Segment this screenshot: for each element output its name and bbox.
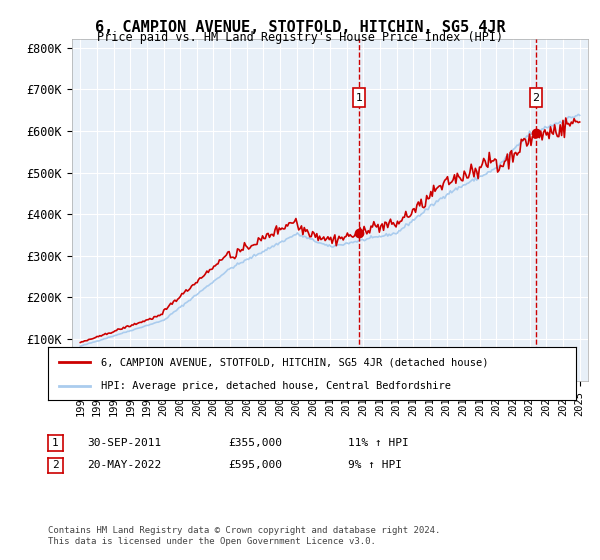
Text: 1: 1 bbox=[356, 92, 362, 102]
Text: 1: 1 bbox=[52, 438, 59, 448]
FancyBboxPatch shape bbox=[353, 88, 365, 107]
Text: £595,000: £595,000 bbox=[228, 460, 282, 470]
Text: 2: 2 bbox=[533, 92, 539, 102]
Text: 6, CAMPION AVENUE, STOTFOLD, HITCHIN, SG5 4JR: 6, CAMPION AVENUE, STOTFOLD, HITCHIN, SG… bbox=[95, 20, 505, 35]
Text: HPI: Average price, detached house, Central Bedfordshire: HPI: Average price, detached house, Cent… bbox=[101, 380, 451, 390]
Text: 9% ↑ HPI: 9% ↑ HPI bbox=[348, 460, 402, 470]
Text: 30-SEP-2011: 30-SEP-2011 bbox=[87, 438, 161, 448]
Text: 20-MAY-2022: 20-MAY-2022 bbox=[87, 460, 161, 470]
FancyBboxPatch shape bbox=[530, 88, 542, 107]
Text: 11% ↑ HPI: 11% ↑ HPI bbox=[348, 438, 409, 448]
Text: 6, CAMPION AVENUE, STOTFOLD, HITCHIN, SG5 4JR (detached house): 6, CAMPION AVENUE, STOTFOLD, HITCHIN, SG… bbox=[101, 357, 488, 367]
Text: 2: 2 bbox=[52, 460, 59, 470]
Text: Price paid vs. HM Land Registry's House Price Index (HPI): Price paid vs. HM Land Registry's House … bbox=[97, 31, 503, 44]
Text: £355,000: £355,000 bbox=[228, 438, 282, 448]
Text: Contains HM Land Registry data © Crown copyright and database right 2024.
This d: Contains HM Land Registry data © Crown c… bbox=[48, 526, 440, 546]
